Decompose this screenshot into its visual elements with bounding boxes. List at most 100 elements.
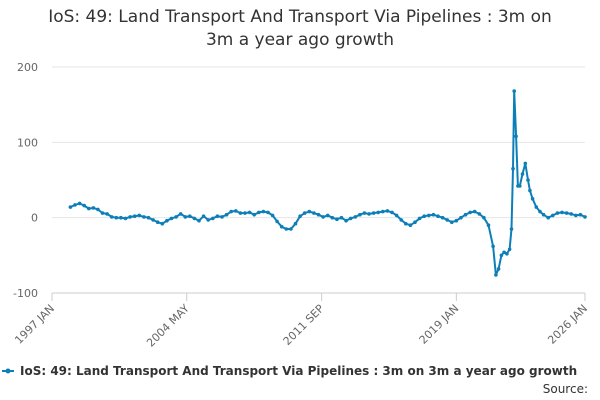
data-point[interactable]	[119, 215, 123, 220]
data-point[interactable]	[109, 215, 114, 219]
data-point[interactable]	[183, 215, 188, 219]
data-point[interactable]	[192, 216, 197, 221]
data-point[interactable]	[96, 207, 100, 212]
data-point[interactable]	[408, 223, 413, 227]
data-point[interactable]	[82, 203, 86, 208]
data-point[interactable]	[353, 215, 358, 219]
data-point[interactable]	[583, 215, 587, 219]
data-point[interactable]	[546, 215, 550, 220]
data-point[interactable]	[436, 214, 440, 218]
data-point[interactable]	[507, 247, 512, 252]
data-point[interactable]	[105, 212, 109, 216]
data-point[interactable]	[344, 218, 348, 223]
data-point[interactable]	[275, 219, 279, 224]
data-point[interactable]	[123, 216, 128, 221]
data-point[interactable]	[293, 221, 298, 226]
data-point[interactable]	[151, 218, 155, 222]
data-point[interactable]	[381, 209, 385, 214]
data-point[interactable]	[450, 220, 454, 224]
data-point[interactable]	[266, 210, 270, 215]
data-point[interactable]	[530, 197, 535, 201]
data-point[interactable]	[302, 211, 307, 215]
data-point[interactable]	[486, 223, 491, 227]
data-point[interactable]	[160, 221, 165, 226]
data-point[interactable]	[494, 273, 498, 277]
data-point[interactable]	[526, 178, 530, 182]
data-point[interactable]	[445, 218, 450, 222]
data-point[interactable]	[252, 212, 256, 217]
data-point[interactable]	[502, 250, 506, 255]
data-point[interactable]	[560, 210, 564, 215]
data-point[interactable]	[257, 210, 261, 215]
data-point[interactable]	[146, 215, 151, 220]
data-point[interactable]	[87, 206, 91, 211]
data-point[interactable]	[211, 216, 215, 221]
data-point[interactable]	[298, 214, 302, 218]
data-point[interactable]	[574, 213, 578, 218]
data-point[interactable]	[169, 216, 174, 221]
data-point[interactable]	[472, 209, 477, 214]
data-point[interactable]	[128, 215, 132, 219]
data-point[interactable]	[463, 212, 468, 217]
data-point[interactable]	[499, 253, 504, 258]
data-point[interactable]	[569, 212, 573, 216]
data-point[interactable]	[468, 210, 472, 215]
data-point[interactable]	[188, 214, 192, 218]
data-point[interactable]	[518, 184, 522, 188]
data-point[interactable]	[541, 212, 546, 217]
data-point[interactable]	[514, 134, 518, 139]
data-point[interactable]	[178, 212, 183, 216]
data-point[interactable]	[422, 214, 427, 218]
data-point[interactable]	[362, 211, 367, 215]
data-point[interactable]	[394, 213, 399, 218]
data-point[interactable]	[427, 213, 431, 218]
data-point[interactable]	[505, 252, 509, 256]
data-point[interactable]	[142, 215, 146, 219]
data-point[interactable]	[174, 215, 178, 219]
data-point[interactable]	[367, 212, 371, 216]
data-point[interactable]	[564, 211, 569, 215]
data-point[interactable]	[261, 209, 266, 214]
data-point[interactable]	[307, 209, 312, 214]
data-point[interactable]	[137, 213, 142, 218]
data-point[interactable]	[578, 212, 583, 217]
data-point[interactable]	[155, 220, 160, 224]
data-point[interactable]	[440, 215, 445, 220]
data-point[interactable]	[509, 227, 514, 231]
data-point[interactable]	[132, 214, 137, 218]
legend[interactable]: IoS: 49: Land Transport And Transport Vi…	[2, 364, 577, 378]
data-point[interactable]	[165, 218, 169, 223]
data-point[interactable]	[404, 221, 408, 226]
data-point[interactable]	[224, 212, 229, 217]
data-point[interactable]	[459, 215, 463, 220]
data-point[interactable]	[520, 172, 525, 176]
data-point[interactable]	[270, 213, 275, 218]
data-point[interactable]	[371, 211, 376, 215]
data-point[interactable]	[477, 212, 482, 216]
data-point[interactable]	[523, 161, 528, 166]
data-point[interactable]	[243, 211, 247, 215]
data-point[interactable]	[538, 209, 542, 214]
data-point[interactable]	[358, 212, 362, 217]
data-point[interactable]	[114, 215, 119, 220]
data-point[interactable]	[215, 214, 220, 218]
data-point[interactable]	[312, 211, 316, 215]
data-point[interactable]	[512, 89, 516, 93]
data-point[interactable]	[431, 212, 436, 217]
data-point[interactable]	[68, 205, 73, 209]
data-point[interactable]	[385, 209, 390, 213]
data-point[interactable]	[73, 203, 77, 207]
data-point[interactable]	[399, 218, 404, 222]
data-point[interactable]	[555, 211, 560, 215]
data-point[interactable]	[335, 217, 339, 221]
data-point[interactable]	[247, 210, 252, 215]
data-point[interactable]	[534, 205, 539, 209]
data-point[interactable]	[238, 211, 243, 215]
data-point[interactable]	[229, 209, 233, 214]
data-point[interactable]	[321, 215, 325, 219]
data-point[interactable]	[325, 213, 330, 218]
data-point[interactable]	[454, 218, 459, 223]
data-point[interactable]	[316, 212, 321, 217]
data-point[interactable]	[77, 201, 82, 206]
data-point[interactable]	[284, 227, 289, 231]
